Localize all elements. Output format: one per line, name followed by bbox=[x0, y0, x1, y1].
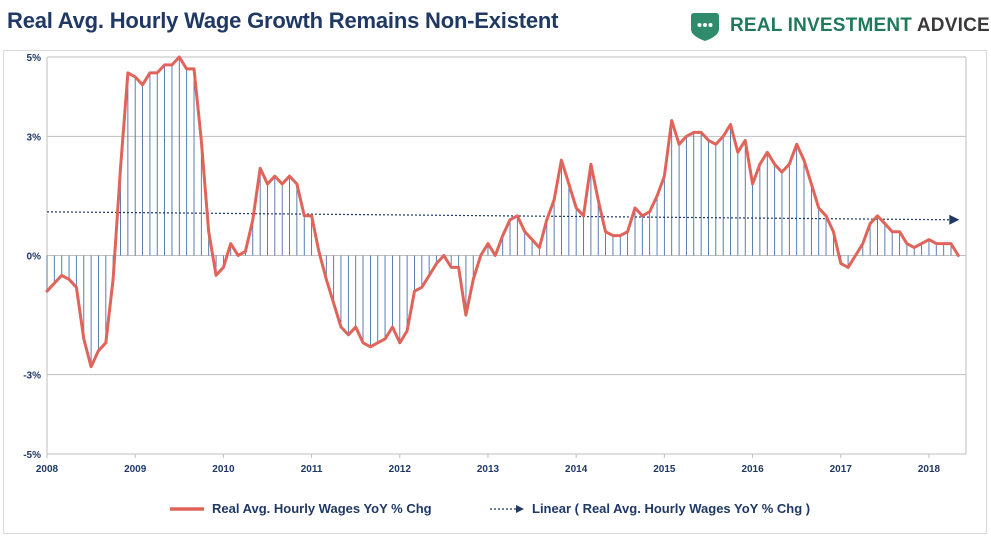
x-tick-label: 2017 bbox=[830, 464, 853, 475]
trendline-path bbox=[46, 211, 951, 221]
brand-logo: REAL INVESTMENT ADVICE bbox=[688, 9, 990, 43]
y-tick-label: 5% bbox=[27, 53, 42, 64]
legend: Real Avg. Hourly Wages YoY % Chg Linear … bbox=[0, 497, 991, 525]
y-tick-label: 3% bbox=[27, 132, 42, 143]
y-tick-label: -5% bbox=[23, 450, 41, 461]
legend-swatch-solid bbox=[170, 506, 204, 511]
y-axis-ticks: 5% 3% 0% -3% -5% bbox=[23, 53, 41, 461]
x-tick-label: 2012 bbox=[389, 464, 412, 475]
x-axis-ticks: 2008 2009 2010 2011 2012 2013 2014 2015 2016 2017… bbox=[36, 464, 941, 475]
trendline bbox=[46, 211, 960, 225]
x-tick-label: 2009 bbox=[124, 464, 147, 475]
brand-name: REAL INVESTMENT ADVICE bbox=[730, 15, 990, 37]
trendline-arrow bbox=[949, 214, 960, 225]
x-tick-label: 2013 bbox=[477, 464, 500, 475]
legend-label-wages: Real Avg. Hourly Wages YoY % Chg bbox=[212, 501, 432, 516]
x-tick-label: 2011 bbox=[301, 464, 323, 475]
series-line-wages bbox=[45, 55, 960, 369]
brand-name-accent: REAL INVESTMENT bbox=[730, 15, 913, 36]
y-tick-label: -3% bbox=[23, 371, 41, 382]
x-tick-label: 2008 bbox=[36, 464, 59, 475]
legend-swatch-dotted bbox=[490, 504, 524, 513]
legend-label-linear: Linear ( Real Avg. Hourly Wages YoY % Ch… bbox=[532, 501, 811, 516]
chart-title: Real Avg. Hourly Wage Growth Remains Non… bbox=[7, 8, 559, 33]
legend-item-wages: Real Avg. Hourly Wages YoY % Chg bbox=[170, 501, 432, 516]
gridlines bbox=[46, 56, 967, 458]
chat-bubble-shield-icon bbox=[691, 13, 719, 41]
x-tick-label: 2014 bbox=[565, 464, 588, 475]
x-tick-label: 2010 bbox=[212, 464, 235, 475]
brand-name-rest: ADVICE bbox=[912, 15, 990, 36]
x-tick-label: 2016 bbox=[741, 464, 764, 475]
data-line bbox=[45, 55, 960, 369]
chart-plot: 5% 3% 0% -3% -5% 2008 2009 2010 2011 2012 2013 201… bbox=[23, 53, 967, 475]
y-tick-label: 0% bbox=[27, 252, 42, 263]
x-tick-label: 2018 bbox=[918, 464, 941, 475]
x-tick-label: 2015 bbox=[653, 464, 676, 475]
legend-item-linear: Linear ( Real Avg. Hourly Wages YoY % Ch… bbox=[490, 501, 810, 516]
